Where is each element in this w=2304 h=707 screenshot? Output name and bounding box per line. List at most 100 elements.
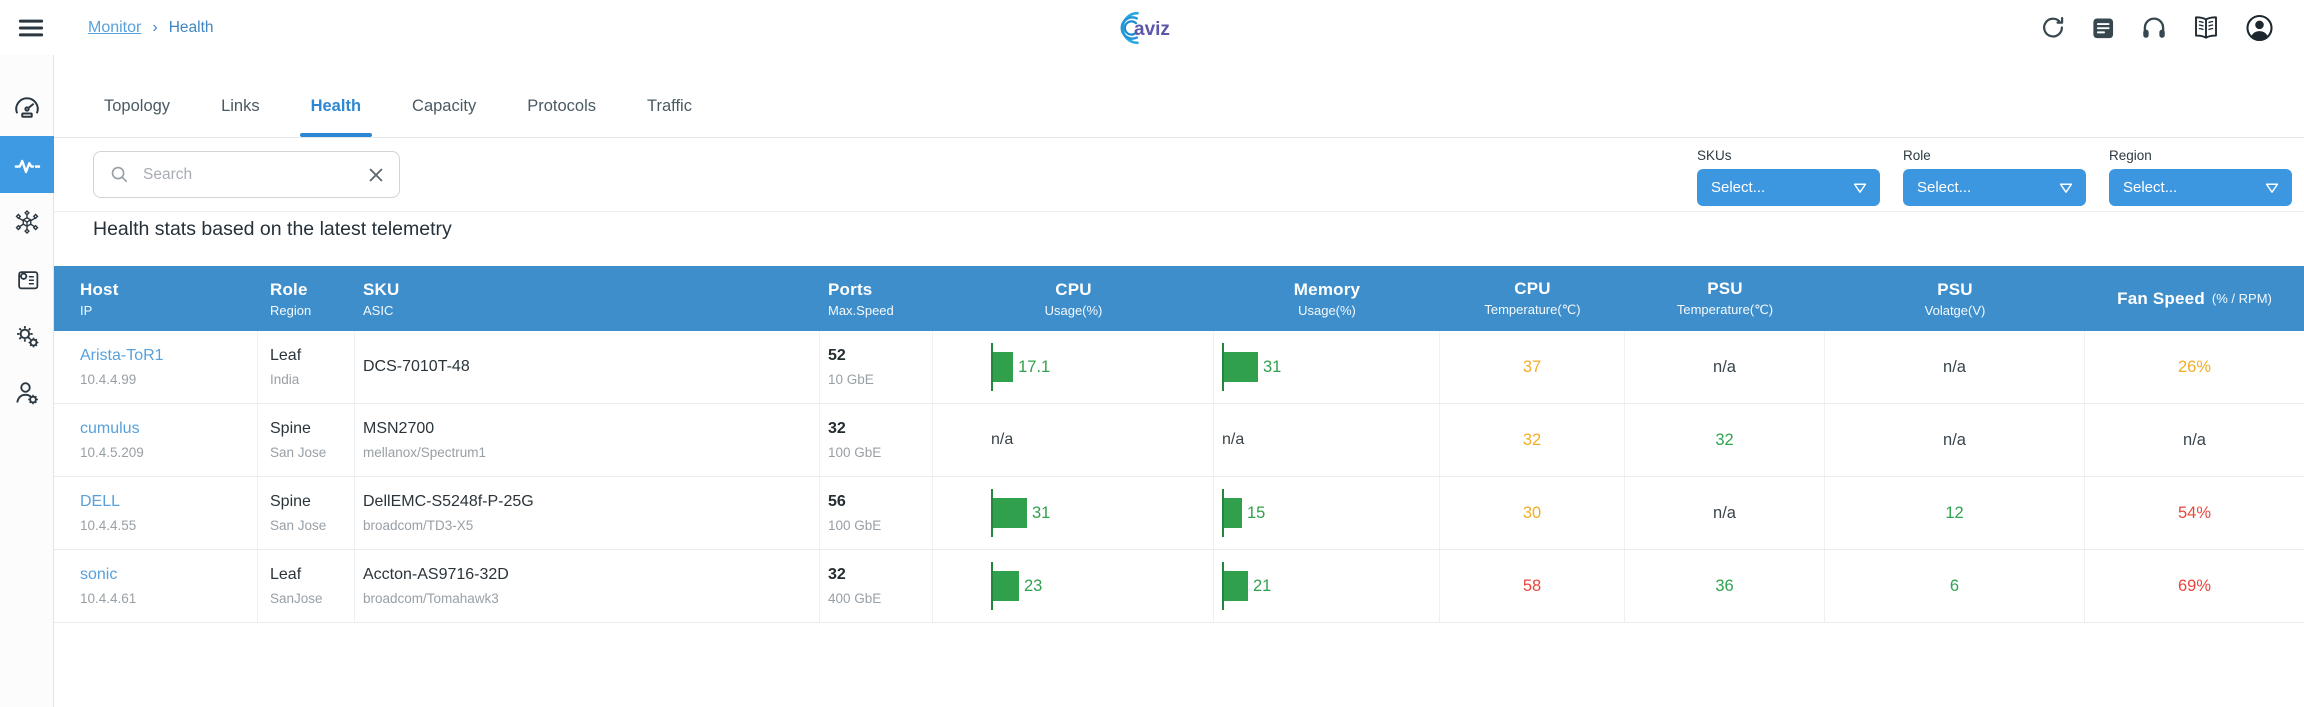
column-title: CPU [1055,279,1092,299]
tab-capacity[interactable]: Capacity [410,75,478,137]
sku-value: DCS-7010T-48 [363,358,470,375]
column-header-role: Role Region [258,266,355,331]
cell-cpu-temperature: 37 [1440,331,1625,403]
sidebar-item-fabric[interactable] [0,193,54,250]
document-gear-icon [12,264,42,294]
status-value: n/a [1943,430,1966,449]
usage-bar [1224,498,1242,528]
region-filter-dropdown[interactable]: Select... [2109,169,2292,206]
cell-psu-voltage: n/a [1825,331,2085,403]
sidebar-item-health[interactable] [0,136,54,193]
host-ip: 10.4.4.99 [80,372,137,387]
aviz-logo: aviz [1104,5,1200,56]
cell-cpu-usage: n/a [933,404,1214,476]
column-header-cpu-usage: CPU Usage(%) [933,266,1214,331]
cell-cpu-temperature: 30 [1440,477,1625,549]
network-icon [12,207,42,237]
status-value: 26% [2177,357,2212,376]
sku-value: Accton-AS9716-32D [363,566,509,583]
usage-value: 15 [1247,503,1266,522]
sidebar-item-admin[interactable] [0,364,54,421]
tab-health[interactable]: Health [299,75,373,137]
reports-button[interactable] [2087,11,2120,44]
status-value: 6 [1949,576,1960,595]
host-link[interactable]: Arista-ToR1 [80,347,164,364]
region-value: India [270,372,300,387]
sku-value: MSN2700 [363,420,435,437]
tab-traffic[interactable]: Traffic [645,75,694,137]
region-filter-value: Select... [2123,179,2178,196]
table-row: sonic 10.4.4.61 Leaf SanJose Accton-AS9716-3… [54,550,2304,623]
refresh-button[interactable] [2036,11,2070,45]
usage-bar [993,571,1019,601]
max-speed-value: 100 GbE [828,518,882,533]
sidebar-item-settings[interactable] [0,307,54,364]
hamburger-menu-button[interactable] [16,13,46,43]
sidebar-item-config[interactable] [0,250,54,307]
role-filter-label: Role [1903,148,1931,163]
skus-filter-value: Select... [1711,179,1766,196]
column-title: SKU [363,279,400,299]
role-filter-dropdown[interactable]: Select... [1903,169,2086,206]
filter-bar: SKUs Select... Role Select... Region Sel… [54,138,2304,212]
status-value: 32 [1715,430,1734,449]
topbar: Monitor › Health aviz [0,0,2304,55]
sku-value: DellEMC-S5248f-P-25G [363,493,534,510]
tab-label: Traffic [647,96,692,115]
breadcrumb-item-monitor[interactable]: Monitor [88,18,142,36]
sidebar-item-dashboard[interactable] [0,79,54,136]
region-value: SanJose [270,591,323,606]
tab-links[interactable]: Links [219,75,262,137]
cell-fan-speed: 69% [2085,550,2304,622]
cell-fan-speed: n/a [2085,404,2304,476]
host-link[interactable]: DELL [80,493,121,510]
usage-value: 31 [1263,357,1282,376]
gears-icon [12,321,42,351]
asic-value: mellanox/Spectrum1 [363,445,487,460]
column-title: Host [80,279,119,299]
clear-search-button[interactable] [365,164,387,186]
column-subtitle: Temperature(℃) [1676,302,1774,317]
search-input[interactable] [143,165,365,184]
tab-protocols[interactable]: Protocols [525,75,598,137]
column-header-host: Host IP [54,266,258,331]
table-header: Host IP Role Region SKU ASIC Ports Max.Speed CPU… [54,266,2304,331]
cell-fan-speed: 26% [2085,331,2304,403]
chevron-down-icon [2262,178,2282,198]
cell-cpu-temperature: 58 [1440,550,1625,622]
tab-label: Capacity [412,96,477,115]
cell-role: Spine San Jose [258,477,355,549]
host-ip: 10.4.4.61 [80,591,137,606]
support-button[interactable] [2137,11,2171,45]
role-value: Leaf [270,347,302,364]
na-value: n/a [991,431,1014,448]
column-subtitle: Max.Speed [828,302,894,318]
skus-filter-dropdown[interactable]: Select... [1697,169,1880,206]
cell-ports: 32 400 GbE [820,550,933,622]
gauge-icon [12,93,42,123]
bar-axis [1222,343,1224,391]
status-value: 36 [1715,576,1734,595]
cell-cpu-usage: 31 [933,477,1214,549]
cell-memory-usage: n/a [1214,404,1440,476]
usage-bar-chart: 31 [1222,343,1281,391]
cell-host: cumulus 10.4.5.209 [54,404,258,476]
chevron-down-icon [2056,178,2076,198]
host-link[interactable]: cumulus [80,420,140,437]
account-button[interactable] [2241,9,2278,46]
asic-value: broadcom/TD3-X5 [363,518,474,533]
region-filter-label: Region [2109,148,2152,163]
breadcrumb-item-health: Health [168,18,214,36]
tab-topology[interactable]: Topology [102,75,172,137]
column-title: Role [270,279,308,299]
host-ip: 10.4.4.55 [80,518,137,533]
role-value: Spine [270,493,311,510]
host-link[interactable]: sonic [80,566,118,583]
chevron-down-icon [1850,178,1870,198]
asic-value: broadcom/Tomahawk3 [363,591,499,606]
documentation-button[interactable] [2188,10,2224,46]
skus-filter: SKUs Select... [1697,148,1880,206]
page-title: Health stats based on the latest telemet… [93,218,452,240]
max-speed-value: 100 GbE [828,445,882,460]
cell-role: Spine San Jose [258,404,355,476]
